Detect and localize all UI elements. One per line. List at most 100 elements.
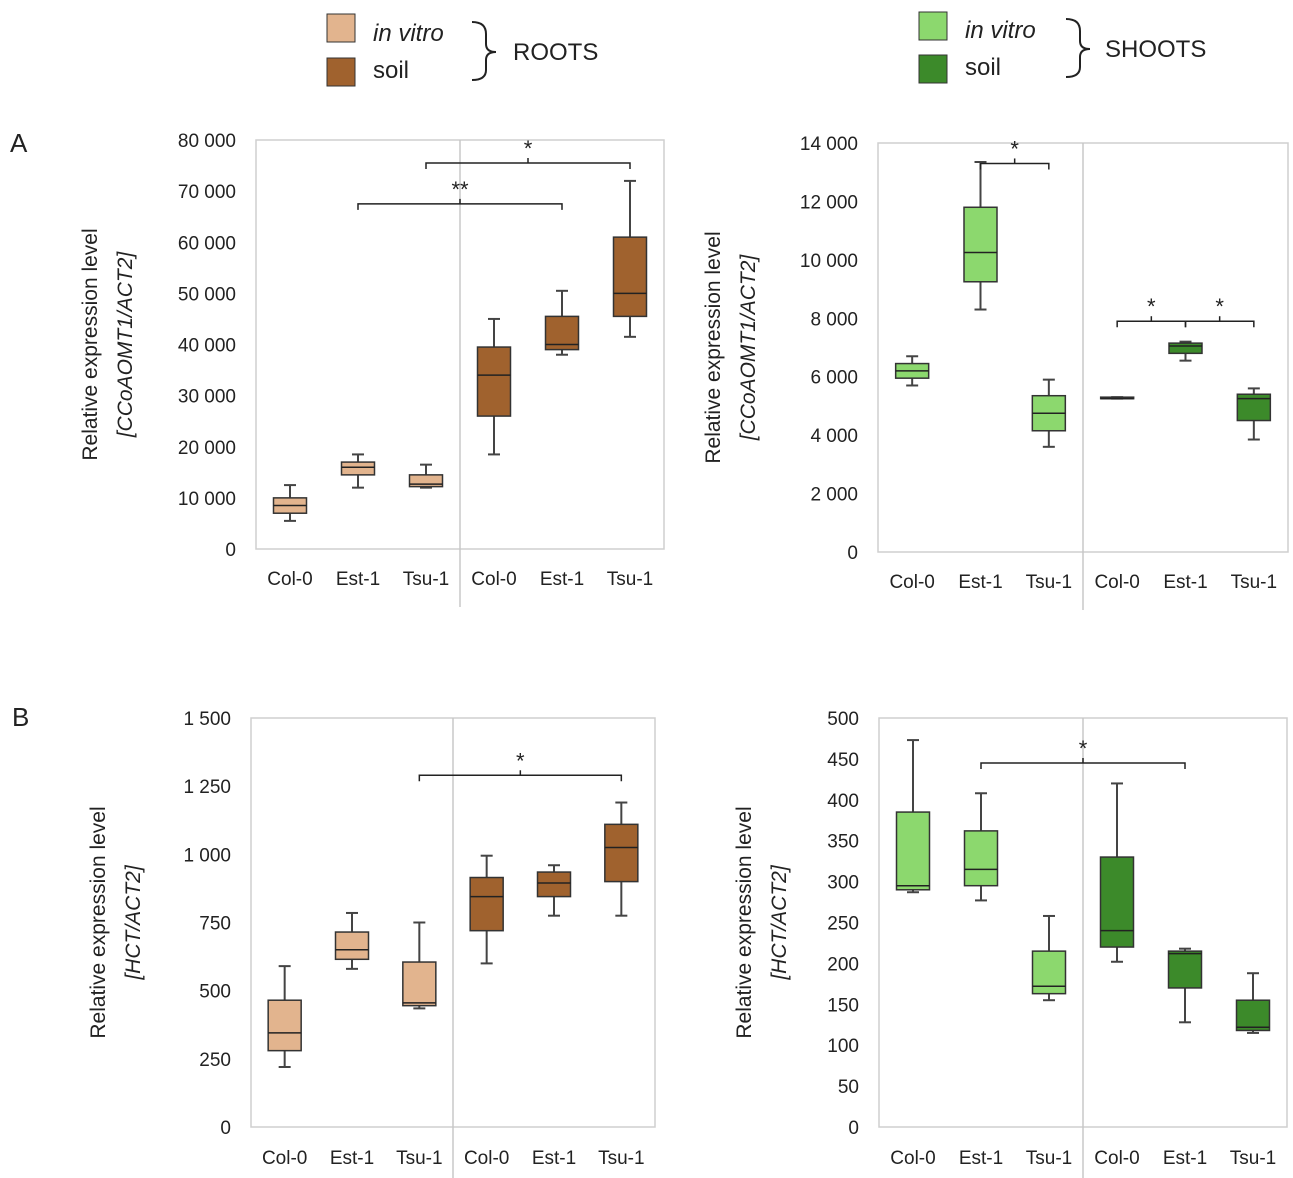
significance-bracket: * [1184,294,1255,328]
x-category-label: Col-0 [1094,572,1139,593]
box-iqr [612,236,648,318]
y-tick-label: 6 000 [810,368,858,389]
y-tick-label: 500 [199,982,231,1003]
y-axis-label-gene: [CCoAOMT1/ACT2] [737,254,760,442]
x-category-label: Est-1 [540,569,584,590]
y-tick-label: 20 000 [178,438,236,459]
legend-brace-roots [471,21,497,81]
x-category-label: Tsu-1 [396,1148,442,1169]
x-category-label: Tsu-1 [598,1148,644,1169]
y-axis-label: Relative expression level [702,231,725,463]
x-category-label: Col-0 [1094,1148,1139,1169]
x-category-label: Tsu-1 [1231,572,1277,593]
legend-swatch-roots-in-vitro [326,13,356,43]
legend-label-shoots-soil: soil [965,54,1001,81]
box-in-vitro [408,463,444,489]
box-in-vitro [267,965,302,1069]
significance-label: * [516,748,525,773]
box-soil [476,317,512,456]
box-iqr [469,876,504,932]
legend-brace-shoots [1065,18,1091,78]
y-tick-label: 0 [225,540,236,561]
y-tick-label: 0 [848,1118,859,1139]
significance-bracket: * [979,136,1050,170]
box-iqr [963,830,999,887]
box-iqr [267,999,302,1052]
box-soil [536,864,572,917]
legend-swatch-shoots-soil [918,54,948,84]
y-tick-label: 500 [827,709,859,730]
y-tick-label: 100 [827,1036,859,1057]
box-soil [612,179,648,338]
y-tick-label: 10 000 [800,251,858,272]
box-in-vitro [334,911,370,970]
y-axis-label: Relative expression level [87,806,110,1038]
y-tick-label: 0 [847,543,858,564]
y-tick-label: 2 000 [810,485,858,506]
y-tick-label: 50 [838,1077,859,1098]
significance-bracket: ** [357,177,563,210]
x-category-label: Tsu-1 [1026,1148,1072,1169]
y-axis-label-gene: [HCT/ACT2] [768,864,791,981]
y-tick-label: 50 000 [178,284,236,305]
y-axis-label-gene: [HCT/ACT2] [122,864,145,981]
y-tick-label: 400 [827,791,859,812]
box-in-vitro [1031,378,1067,448]
legend-swatch-roots-soil [326,57,356,87]
x-category-label: Est-1 [532,1148,576,1169]
box-in-vitro [272,484,308,522]
x-category-label: Col-0 [890,1148,935,1169]
box-soil [1099,782,1135,963]
box-iqr [402,961,437,1007]
box-iqr [604,823,639,883]
box-iqr [340,461,376,476]
y-tick-label: 250 [827,914,859,935]
box-in-vitro [963,792,999,902]
box-soil [469,854,504,965]
y-tick-label: 40 000 [178,336,236,357]
box-soil [604,801,639,917]
y-tick-label: 1 000 [183,845,231,866]
box-soil [1168,340,1203,362]
x-category-label: Tsu-1 [403,569,449,590]
box-in-vitro [402,921,437,1010]
y-tick-label: 12 000 [800,192,858,213]
bracket-line [979,162,1050,170]
significance-bracket: * [418,748,623,782]
x-category-label: Col-0 [889,572,934,593]
bracket-line [425,162,631,170]
box-in-vitro [963,160,998,311]
box-iqr [1168,342,1203,355]
legend-group-shoots: SHOOTS [1105,36,1206,63]
y-axis-label-gene: [CCoAOMT1/ACT2] [114,251,137,439]
legend-swatch-shoots-in-vitro [918,11,948,41]
x-category-label: Est-1 [959,1148,1003,1169]
y-tick-label: 60 000 [178,233,236,254]
box-soil [1167,947,1203,1024]
significance-bracket: * [980,736,1186,769]
x-category-label: Col-0 [262,1148,307,1169]
legend-label-roots-in-vitro: in vitro [373,20,444,47]
panel-label-b: B [12,702,29,732]
box-iqr [408,474,444,488]
x-category-label: Col-0 [267,569,312,590]
box-in-vitro [894,355,930,387]
y-tick-label: 1 250 [183,777,231,798]
y-tick-label: 250 [199,1050,231,1071]
y-tick-label: 8 000 [810,309,858,330]
bracket-line [1184,320,1255,328]
significance-label: * [1079,736,1088,761]
chart-shoots-ccoaomt1: 0 2 000 4 000 6 000 8 000 10 000 12 000 14 000 C… [702,134,1289,610]
legend-label-shoots-in-vitro: in vitro [965,17,1036,44]
box-in-vitro [1031,914,1067,1002]
box-iqr [476,346,512,417]
x-category-label: Tsu-1 [607,569,653,590]
box-in-vitro [895,739,931,894]
y-tick-label: 750 [199,914,231,935]
chart-roots-ccoaomt1: 0 10 000 20 000 30 000 40 000 50 000 60 000 70 … [79,131,665,607]
y-axis-label: Relative expression level [79,228,102,460]
box-iqr [963,206,998,283]
significance-bracket: * [425,136,631,170]
box-iqr [334,931,370,961]
